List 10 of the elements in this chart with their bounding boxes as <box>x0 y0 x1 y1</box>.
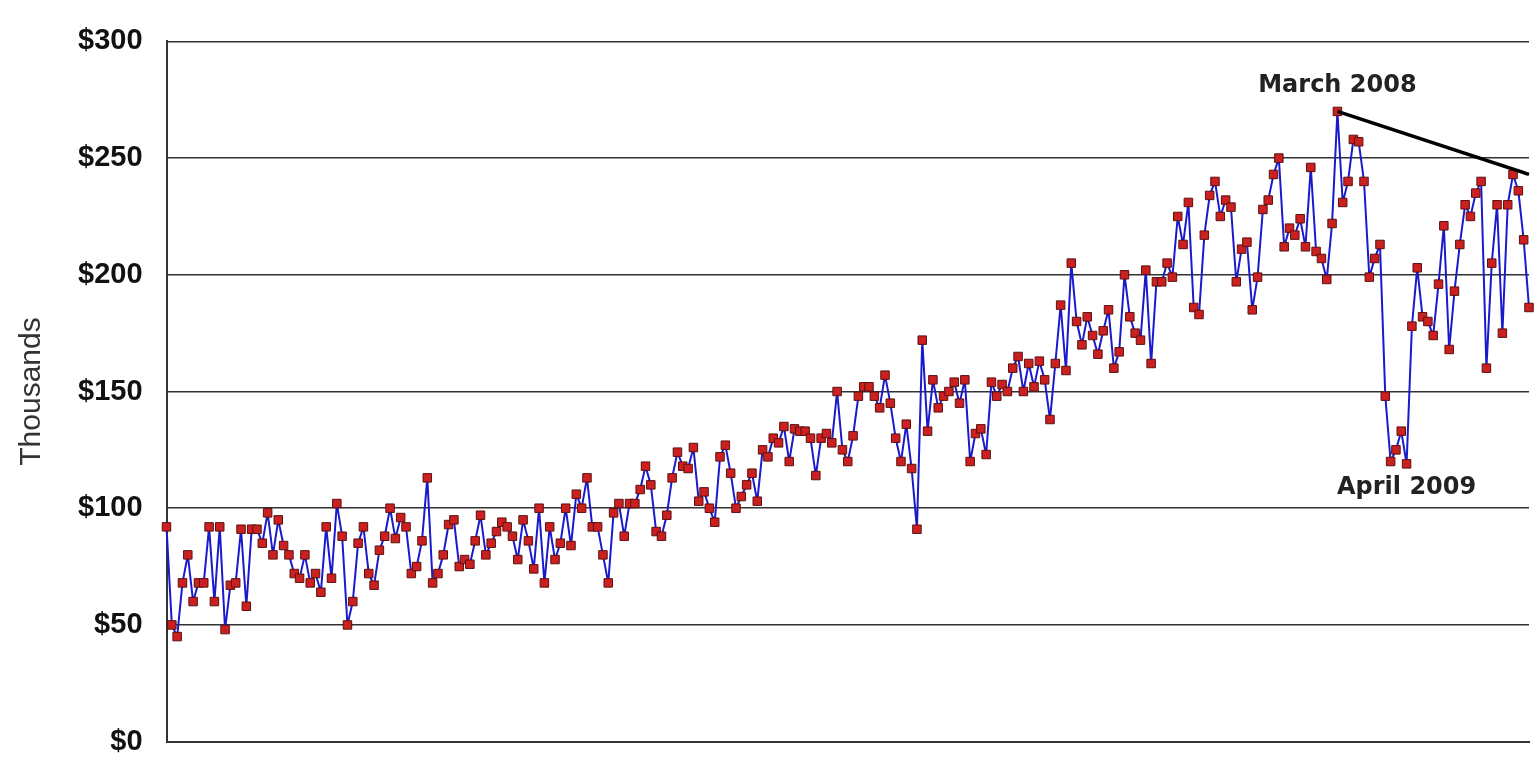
y-tick-label: $250 <box>78 140 143 173</box>
y-tick-label: $50 <box>94 606 143 639</box>
y-tick-label: $150 <box>78 373 143 406</box>
annotation: March 2008 <box>1258 69 1417 98</box>
y-tick-label: $0 <box>110 723 143 756</box>
y-tick-label: $200 <box>78 256 143 289</box>
y-tick-label: $300 <box>78 23 143 56</box>
annotation: April 2009 <box>1336 472 1477 501</box>
y-axis-title: Thousands <box>13 317 47 466</box>
y-tick-label: $100 <box>78 490 143 523</box>
